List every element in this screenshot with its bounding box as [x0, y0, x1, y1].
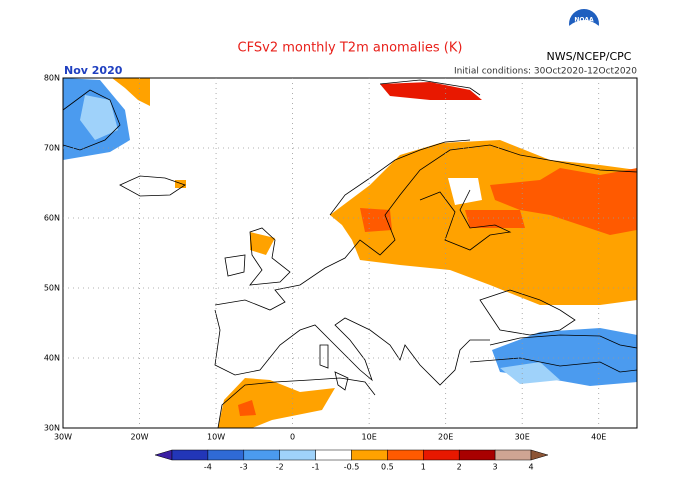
colorbar-label: 2 [457, 463, 462, 472]
colorbar-label: 4 [528, 463, 533, 472]
lat-label: 40N [44, 354, 60, 363]
lat-label: 80N [44, 74, 60, 83]
colorbar-label: 1 [421, 463, 426, 472]
initial-conditions: Initial conditions: 30Oct2020-12Oct2020 [454, 67, 637, 77]
title: CFSv2 monthly T2m anomalies (K) [238, 41, 463, 56]
colorbar-label: 0.5 [381, 463, 394, 472]
colorbar-label: -4 [204, 463, 212, 472]
colorbar-segment [315, 449, 352, 461]
colorbar-label: -2 [276, 463, 284, 472]
colorbar-segment [423, 449, 460, 461]
lat-label: 50N [44, 284, 60, 293]
lat-label: 70N [44, 144, 60, 153]
lat-label: 60N [44, 214, 60, 223]
lon-label: 20E [438, 433, 453, 442]
lon-label: 30W [54, 433, 72, 442]
logo-text: NOAA [574, 17, 594, 24]
colorbar-segment [494, 449, 532, 461]
lon-label: 20W [130, 433, 148, 442]
colorbar-segment [279, 449, 316, 461]
colorbar-label: 3 [493, 463, 498, 472]
colorbar-label: -0.5 [344, 463, 360, 472]
agency: NWS/NCEP/CPC [547, 50, 632, 63]
colorbar-arrow [154, 449, 173, 461]
colorbar-segment [207, 449, 245, 461]
colorbar-label: -3 [240, 463, 248, 472]
colorbar-arrow [530, 449, 549, 461]
lon-label: 30E [515, 433, 530, 442]
colorbar-segment [171, 449, 209, 461]
anomaly-shading [63, 78, 637, 428]
colorbar-segment [387, 449, 424, 461]
colorbar-segment [243, 449, 280, 461]
lon-label: 0 [290, 433, 295, 442]
coastlines [62, 79, 638, 429]
logo: NOAA [569, 9, 599, 41]
colorbar-label: -1 [312, 463, 320, 472]
period: Nov 2020 [64, 64, 123, 77]
colorbar-segment [458, 449, 496, 461]
map-frame [62, 77, 638, 429]
lat-label: 30N [44, 424, 60, 433]
lon-label: 10E [362, 433, 377, 442]
colorbar-segment [351, 449, 388, 461]
lon-label: 10W [207, 433, 225, 442]
lon-label: 40E [591, 433, 606, 442]
